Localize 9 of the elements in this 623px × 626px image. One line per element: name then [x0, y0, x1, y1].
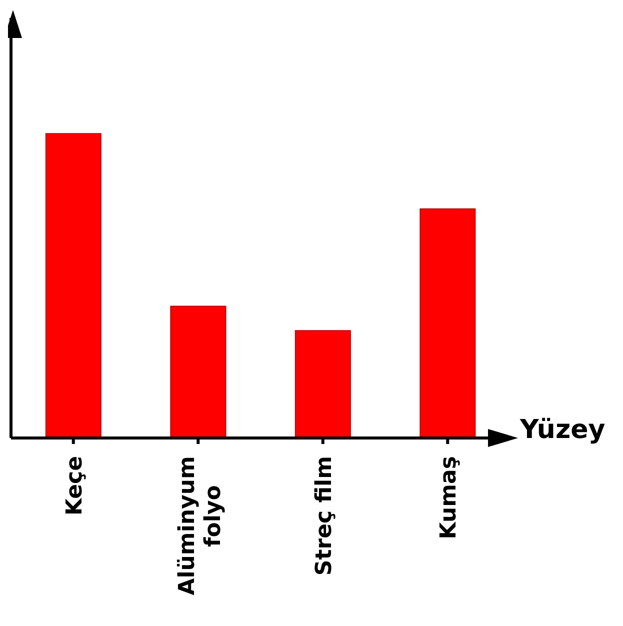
x-tick-label: Alüminyum folyo	[175, 456, 226, 596]
bar	[294, 330, 351, 438]
x-tick-label: Kumaş	[436, 456, 462, 540]
bar	[45, 133, 102, 438]
x-tick-label: Keçe	[62, 456, 88, 516]
bar	[420, 208, 476, 438]
x-axis-title: Yüzey	[519, 415, 606, 445]
bar	[170, 306, 226, 438]
x-tick-label: Streç film	[312, 456, 337, 576]
